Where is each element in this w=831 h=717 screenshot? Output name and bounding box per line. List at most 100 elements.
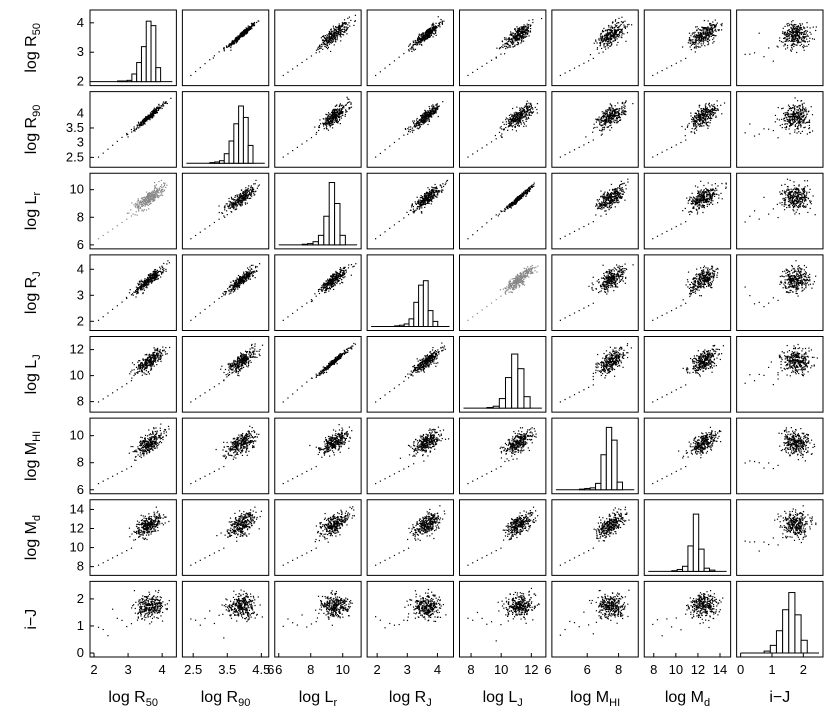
point (246, 28, 248, 30)
point (130, 215, 133, 217)
point (438, 105, 440, 107)
point (605, 48, 607, 50)
point (529, 111, 532, 113)
point (804, 118, 806, 120)
point (695, 112, 697, 114)
point (342, 25, 344, 27)
point (150, 196, 152, 198)
point (145, 191, 148, 193)
point (522, 120, 524, 122)
point (697, 35, 699, 37)
point (601, 38, 603, 40)
point (521, 109, 523, 111)
point (806, 26, 808, 28)
point (516, 118, 519, 120)
point (512, 46, 514, 48)
point (328, 118, 330, 120)
point (800, 100, 802, 102)
point (795, 35, 797, 37)
point (624, 27, 626, 30)
point (612, 117, 615, 119)
point (435, 108, 437, 110)
point (159, 107, 161, 110)
point (319, 123, 322, 125)
point (518, 114, 520, 116)
point (413, 120, 416, 122)
point (695, 43, 697, 45)
panel-R50-vs-MHI (551, 9, 639, 87)
point (694, 41, 696, 44)
point (605, 39, 607, 41)
point (791, 124, 793, 126)
point (512, 107, 514, 110)
point (431, 108, 433, 110)
point (236, 39, 238, 41)
point (336, 37, 338, 39)
point (320, 43, 323, 46)
point (518, 121, 520, 123)
point (342, 22, 345, 25)
point (795, 115, 797, 117)
point (609, 29, 611, 31)
point (609, 36, 611, 38)
point (516, 38, 518, 40)
point (428, 30, 430, 32)
point (614, 110, 616, 112)
point (422, 123, 424, 125)
point (345, 109, 347, 111)
point (713, 25, 716, 27)
point (700, 118, 702, 120)
point (340, 29, 342, 32)
point (530, 27, 532, 30)
point (608, 26, 610, 28)
point (153, 194, 155, 196)
point (796, 113, 798, 115)
point (690, 35, 692, 37)
point (785, 40, 787, 42)
point (788, 24, 790, 27)
point (795, 37, 797, 39)
point (419, 118, 422, 120)
point (338, 108, 340, 111)
point (605, 37, 608, 39)
point (614, 109, 616, 111)
point (802, 47, 805, 49)
point (716, 105, 719, 107)
point (417, 120, 419, 123)
point (253, 183, 255, 185)
point (632, 103, 634, 105)
point (436, 103, 438, 105)
point (793, 43, 795, 45)
point (519, 114, 522, 117)
point (704, 33, 706, 35)
point (794, 109, 796, 111)
point (347, 24, 349, 26)
point (789, 23, 791, 25)
point (602, 29, 604, 32)
point (782, 31, 784, 33)
point (699, 115, 701, 117)
point (789, 31, 791, 33)
point (421, 35, 423, 37)
point (704, 107, 707, 109)
point (338, 109, 340, 112)
point (229, 201, 231, 203)
point (800, 126, 802, 128)
point (433, 33, 435, 35)
hist-bar (214, 161, 220, 164)
point (608, 40, 610, 43)
point (787, 119, 789, 121)
point (606, 112, 608, 114)
point (598, 119, 600, 121)
point (709, 114, 711, 117)
point (344, 115, 346, 117)
point (614, 36, 616, 38)
point (793, 107, 795, 109)
point (505, 117, 507, 119)
point (519, 34, 521, 36)
point (707, 37, 710, 39)
hist-bar (155, 67, 162, 83)
point (333, 36, 335, 38)
point (803, 112, 805, 114)
point (701, 113, 704, 116)
